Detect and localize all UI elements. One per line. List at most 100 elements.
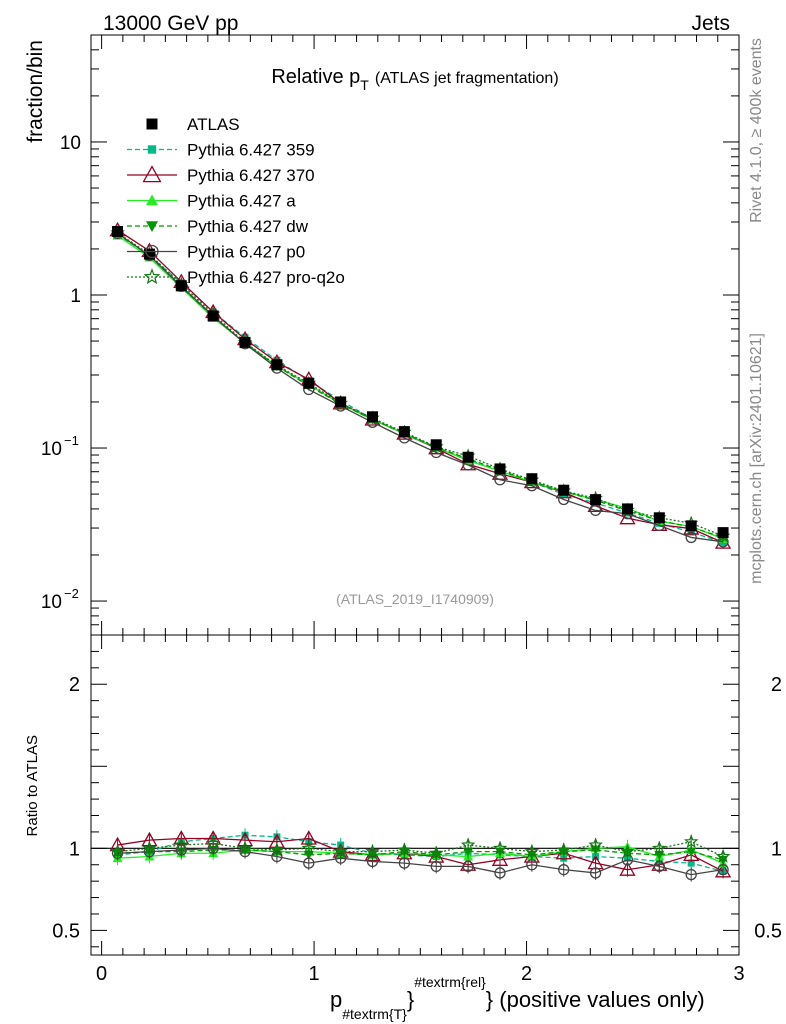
xlabel-sup: #textrm{rel}: [414, 974, 486, 990]
ratio-series-line: [117, 849, 724, 861]
ratio-series-point: [588, 837, 603, 852]
xlabel-sub: #textrm{T}: [342, 1006, 407, 1022]
side-label-bottom: mcplots.cern.ch [arXiv:2401.10621]: [748, 333, 765, 584]
legend-marker-atlas: [146, 118, 158, 130]
ratio-series-line: [117, 837, 724, 872]
ratio-series-point: [269, 842, 285, 857]
data-point: [621, 503, 633, 515]
main-series-point: [685, 531, 697, 544]
data-point: [112, 225, 124, 237]
ratio-series-point: [333, 843, 348, 858]
data-point: [590, 494, 602, 506]
legend-label-atlas: ATLAS: [187, 115, 240, 134]
main-series-point: [587, 497, 604, 513]
data-point: [558, 484, 570, 496]
main-series-group: [109, 221, 732, 549]
data-point: [207, 310, 219, 322]
legend-marker: [143, 268, 161, 285]
ratio-series-point: [524, 843, 540, 858]
header-left: 13000 GeV pp: [103, 12, 238, 35]
ratio-series-point: [653, 860, 665, 873]
legend-label: Pythia 6.427 359: [187, 141, 315, 160]
legend-label: Pythia 6.427 dw: [187, 217, 309, 236]
ratio-series-point: [301, 840, 317, 855]
data-point: [494, 463, 506, 475]
plot-title-suffix: (ATLAS jet fragmentation): [375, 70, 559, 87]
ratio-series-point: [494, 867, 506, 879]
x-tick-label: 1: [309, 963, 320, 985]
analysis-tag: (ATLAS_2019_I1740909): [336, 591, 494, 607]
main-y-tick-label: 10: [41, 592, 62, 613]
ratio-series-point: [174, 837, 189, 852]
main-series-point: [589, 504, 602, 517]
ratio-axis-ticks: 0 1 2 3 0.5 0.5 1 1 2 2: [52, 635, 782, 985]
xlabel-main: p: [330, 987, 342, 1012]
ratio-series-group: [109, 828, 732, 882]
plot-title-sub: T: [360, 77, 369, 93]
data-point: [239, 336, 251, 348]
main-y-tick-label: 10: [41, 439, 62, 460]
ratio-series-point: [398, 857, 411, 869]
ratio-series-point: [620, 843, 635, 858]
ratio-panel-frame: [90, 634, 740, 956]
ratio-series-point: [715, 848, 731, 863]
ratio-series-point: [491, 851, 509, 866]
main-y-tick-label: 1: [70, 286, 81, 307]
x-tick-label: 3: [733, 963, 744, 985]
ratio-y-tick-label: 1: [69, 838, 80, 860]
data-point: [143, 248, 155, 260]
legend-label: Pythia 6.427 a: [187, 192, 296, 211]
ratio-series-point: [687, 859, 695, 867]
ratio-ylabel: Ratio to ATLAS: [24, 735, 41, 836]
x-tick-label: 2: [521, 963, 532, 985]
ratio-series-point: [110, 843, 125, 858]
legend-marker: [147, 145, 157, 154]
data-point: [462, 451, 474, 463]
data-point: [175, 280, 187, 292]
ratio-series-point: [589, 867, 602, 879]
ratio-series-point: [430, 860, 442, 873]
xlabel-suffix: } (positive values only): [486, 987, 705, 1012]
legend-label: Pythia 6.427 370: [187, 166, 315, 185]
data-point: [430, 439, 442, 451]
ratio-series-point: [142, 840, 157, 855]
data-point: [717, 527, 729, 539]
ratio-series-point: [558, 864, 570, 876]
main-series-point: [494, 474, 506, 486]
ratio-series-point: [237, 840, 253, 855]
data-point: [526, 473, 538, 485]
ratio-series-point: [460, 837, 476, 852]
ratio-y-tick-label-right: 1: [771, 838, 782, 860]
header-right: Jets: [691, 12, 730, 35]
plot-title-main: Relative p: [271, 66, 360, 88]
x-axis-label: p#textrm{T}}#textrm{rel}} (positive valu…: [330, 974, 705, 1022]
data-point: [303, 377, 315, 389]
ratio-series-point: [303, 857, 315, 869]
legend-marker: [145, 244, 159, 259]
legend-label: Pythia 6.427 pro-q2o: [187, 268, 345, 287]
plot-title: Relative pT (ATLAS jet fragmentation): [271, 66, 558, 93]
side-label-top: Rivet 4.1.0, ≥ 400k events: [748, 38, 765, 223]
ratio-series-point: [365, 843, 380, 858]
ratio-series-point: [619, 861, 636, 876]
data-point: [685, 520, 697, 532]
ratio-series-point: [462, 860, 474, 873]
ratio-series-line: [117, 846, 724, 864]
main-y-tick-label: 10: [60, 133, 81, 154]
ratio-series-point: [683, 846, 700, 862]
legend-label: Pythia 6.427 p0: [187, 243, 305, 262]
legend-marker: [146, 194, 158, 206]
ratio-series-point: [685, 868, 697, 881]
ratio-y-tick-label-right: 0.5: [754, 920, 782, 942]
ratio-series-point: [717, 864, 729, 876]
ratio-y-tick-label: 0.5: [52, 920, 80, 942]
legend-marker: [142, 165, 162, 183]
data-point: [367, 411, 379, 423]
ratio-y-tick-label: 2: [69, 674, 80, 696]
ratio-series-point: [556, 842, 571, 857]
xlabel-brace: }: [407, 987, 414, 1012]
data-point: [335, 396, 347, 408]
x-tick-label: 0: [96, 963, 107, 985]
main-y-tick-exponent: −2: [64, 586, 79, 601]
